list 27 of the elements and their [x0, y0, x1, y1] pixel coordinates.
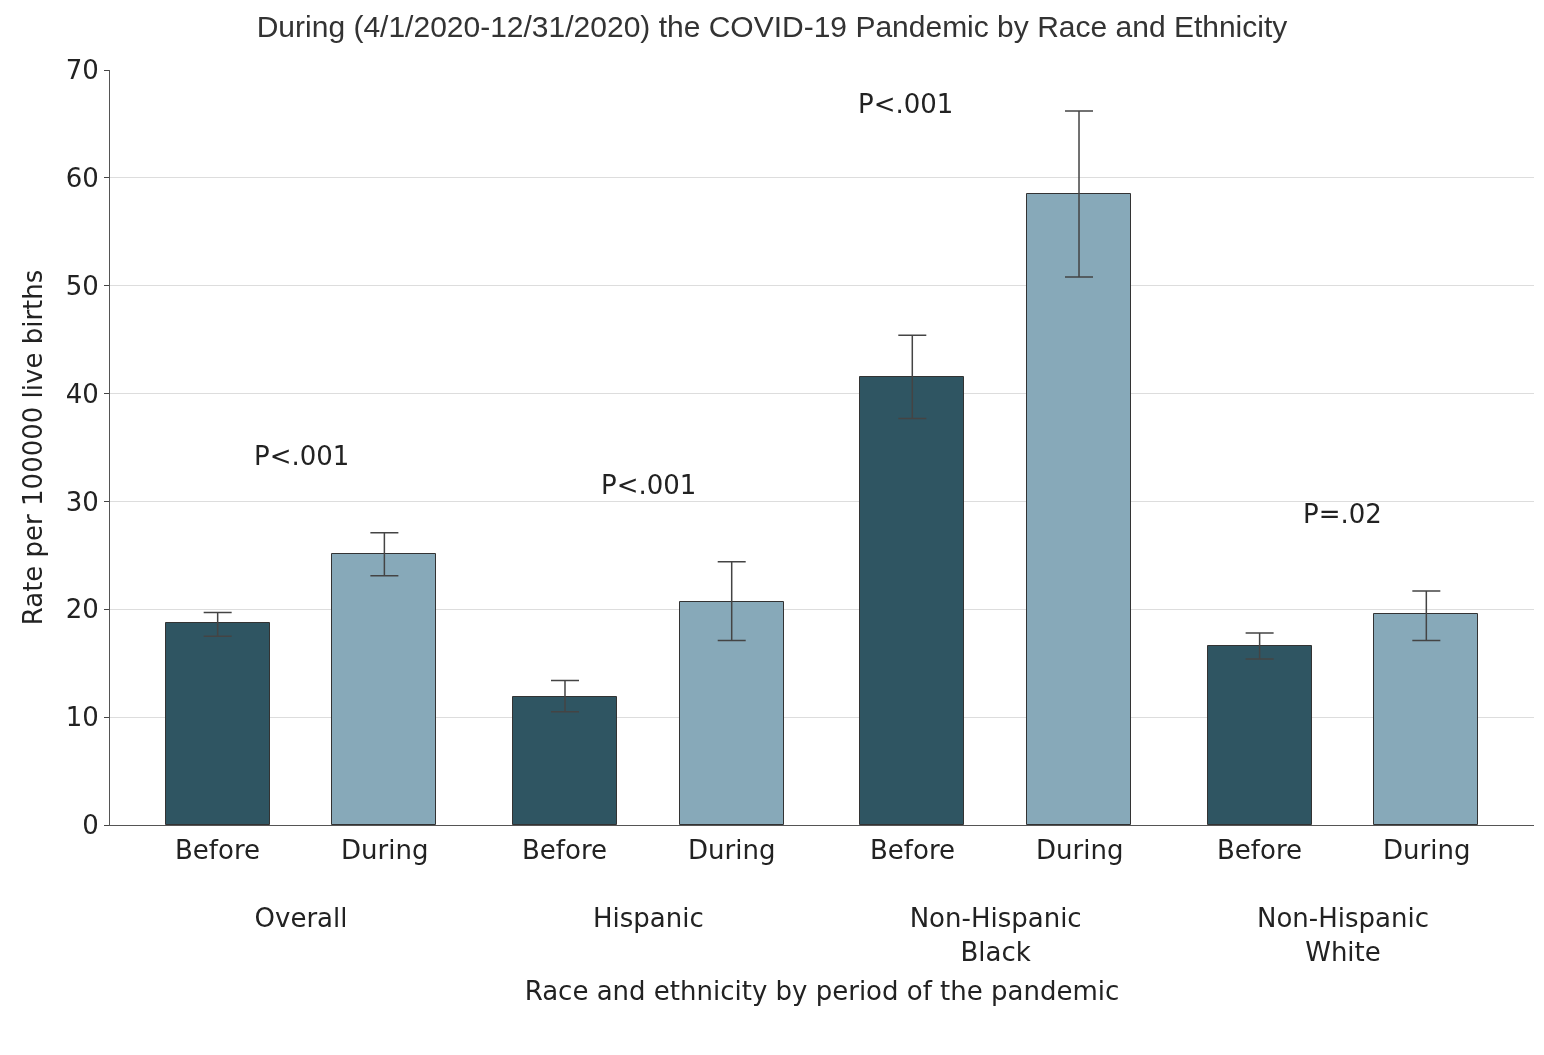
x-tick-label: Non-Hispanic Black [909, 903, 1082, 967]
text: During [688, 835, 776, 865]
x-tick-label: Overall [254, 903, 348, 934]
y-axis-title: Rate per 100000 live births [18, 269, 49, 626]
series-label: During [341, 835, 429, 865]
y-tick-label: 60 [65, 162, 99, 193]
annotation: P<.001 [601, 470, 697, 500]
y-tick-label: 20 [65, 594, 99, 625]
annotation: P<.001 [858, 89, 954, 119]
text: During [1036, 835, 1124, 865]
y-tick-label: 70 [65, 55, 99, 86]
text: Before [870, 835, 956, 865]
chart-title: During (4/1/2020-12/31/2020) the COVID-19 Pandemic by Race and Ethnicity [256, 9, 1288, 43]
text: During [1383, 835, 1471, 865]
series-label: Before [175, 835, 261, 865]
annotation: P=.02 [1303, 499, 1382, 529]
x-axis-title: Race and ethnicity by period of the pandemic [524, 975, 1120, 1006]
x-tick-label: Non-Hispanic White [1256, 903, 1429, 967]
x-tick-label: Hispanic [592, 903, 704, 934]
y-tick-label: 50 [65, 270, 99, 301]
y-tick-label: 0 [82, 810, 99, 841]
y-tick-label: 40 [65, 378, 99, 409]
text: Before [1217, 835, 1303, 865]
y-tick-label: 10 [65, 702, 99, 733]
y-tick-label: 30 [65, 486, 99, 517]
text: Before [522, 835, 608, 865]
annotation: P<.001 [254, 441, 350, 471]
